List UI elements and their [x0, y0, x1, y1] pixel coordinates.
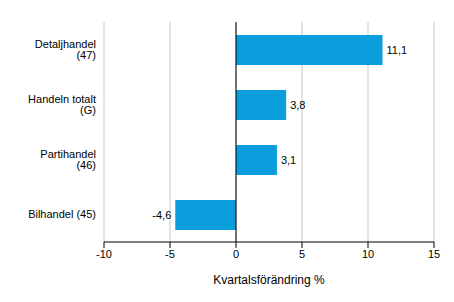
- svg-text:Handeln totalt(G): Handeln totalt(G): [28, 93, 96, 116]
- svg-text:Bilhandel (45): Bilhandel (45): [28, 208, 96, 220]
- svg-text:0: 0: [233, 248, 239, 260]
- svg-text:3,8: 3,8: [290, 99, 305, 111]
- svg-text:11,1: 11,1: [387, 44, 408, 56]
- svg-text:Kvartalsförändring %: Kvartalsförändring %: [213, 273, 325, 287]
- svg-text:Detaljhandel(47): Detaljhandel(47): [35, 38, 96, 61]
- svg-text:-5: -5: [165, 248, 175, 260]
- svg-text:15: 15: [428, 248, 440, 260]
- svg-text:Partihandel(46): Partihandel(46): [40, 148, 96, 171]
- svg-text:-10: -10: [96, 248, 112, 260]
- svg-text:-4,6: -4,6: [152, 209, 171, 221]
- svg-text:10: 10: [362, 248, 374, 260]
- svg-text:5: 5: [299, 248, 305, 260]
- svg-text:3,1: 3,1: [281, 154, 296, 166]
